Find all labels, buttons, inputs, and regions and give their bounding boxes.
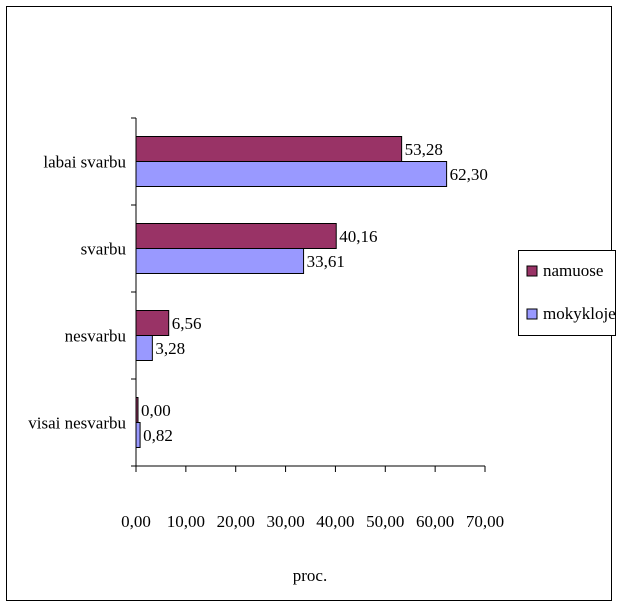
bar-mokykloje [135, 335, 153, 361]
data-label: 6,56 [172, 314, 202, 333]
legend-box [518, 250, 616, 336]
x-tick-label: 70,00 [466, 512, 504, 531]
legend-swatch-mokykloje [526, 308, 538, 320]
data-label: 0,82 [143, 426, 173, 445]
data-label: 3,28 [155, 339, 185, 358]
data-label: 0,00 [141, 401, 171, 420]
bar-mokykloje [135, 248, 305, 274]
legend-label: mokykloje [543, 304, 616, 323]
category-label: visai nesvarbu [28, 414, 126, 433]
bar-namuose [135, 136, 403, 162]
x-tick-label: 0,00 [121, 512, 151, 531]
bar-namuose [135, 397, 139, 423]
x-tick-label: 10,00 [167, 512, 205, 531]
x-axis-title: proc. [293, 566, 327, 585]
x-tick-label: 50,00 [366, 512, 404, 531]
chart-frame [6, 6, 612, 601]
bar-namuose [135, 223, 337, 249]
category-label: svarbu [81, 240, 127, 259]
category-label: labai svarbu [43, 153, 126, 172]
x-tick-label: 30,00 [266, 512, 304, 531]
data-label: 40,16 [339, 227, 377, 246]
data-label: 53,28 [405, 140, 443, 159]
bar-namuose [135, 310, 170, 336]
legend-label: namuose [543, 261, 603, 280]
category-label: nesvarbu [65, 327, 127, 346]
x-tick-label: 40,00 [316, 512, 354, 531]
bar-mokykloje [135, 161, 448, 187]
x-tick-label: 60,00 [416, 512, 454, 531]
x-tick-label: 20,00 [217, 512, 255, 531]
data-label: 62,30 [450, 165, 488, 184]
data-label: 33,61 [307, 252, 345, 271]
legend-swatch-namuose [526, 265, 538, 277]
bar-mokykloje [135, 422, 141, 448]
